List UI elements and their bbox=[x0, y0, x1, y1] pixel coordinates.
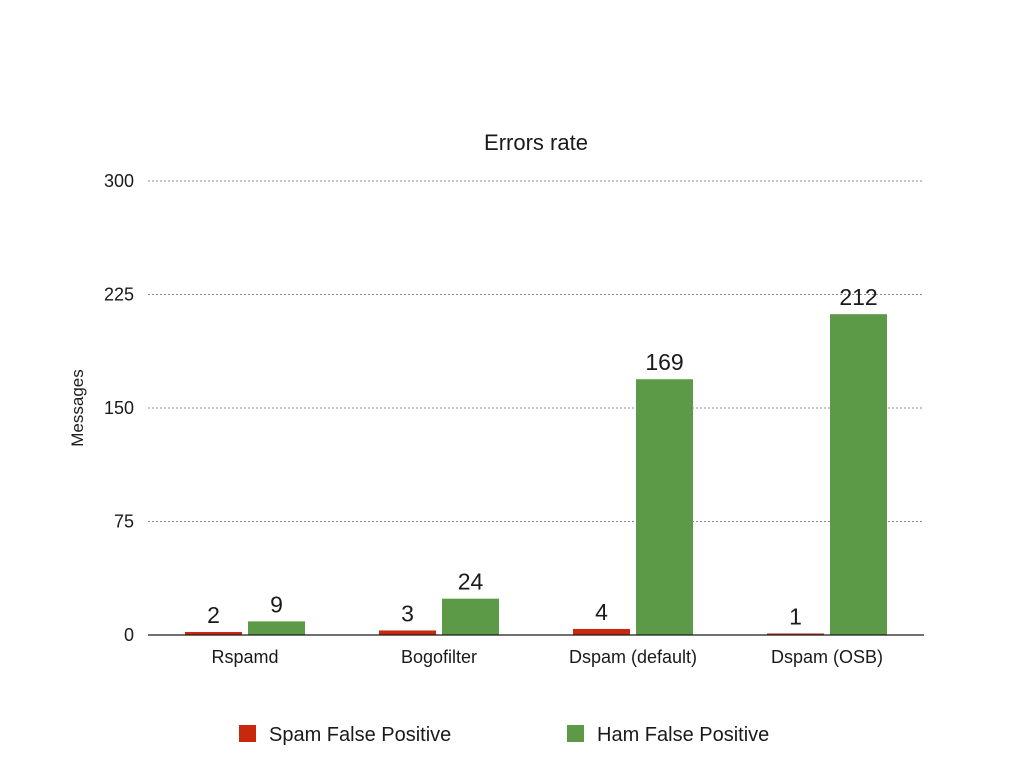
bar-spam-false-positive bbox=[185, 631, 242, 635]
bar-ham-false-positive bbox=[442, 598, 499, 635]
legend-label: Ham False Positive bbox=[597, 724, 769, 746]
legend: Spam False Positive Ham False Positive bbox=[239, 724, 769, 746]
data-label: 1 bbox=[789, 603, 802, 629]
chart-title: Errors rate bbox=[484, 130, 588, 155]
category-labels: Rspamd Bogofilter Dspam (default) Dspam (OS… bbox=[211, 647, 883, 667]
bar-spam-false-positive bbox=[767, 633, 824, 635]
x-category-label: Bogofilter bbox=[401, 647, 477, 667]
data-label: 3 bbox=[401, 600, 414, 626]
y-tick-label: 75 bbox=[114, 512, 134, 532]
y-tick-label: 300 bbox=[104, 171, 134, 191]
legend-swatch bbox=[567, 725, 584, 742]
y-tick-labels: 0 75 150 225 300 bbox=[104, 171, 134, 645]
gridlines bbox=[148, 180, 924, 522]
y-axis-label: Messages bbox=[68, 369, 87, 446]
y-tick-label: 225 bbox=[104, 285, 134, 305]
data-labels: 2 9 3 24 4 169 1 212 bbox=[207, 284, 878, 629]
x-category-label: Rspamd bbox=[211, 647, 278, 667]
data-label: 9 bbox=[270, 591, 283, 617]
bar-ham-false-positive bbox=[248, 621, 305, 635]
x-category-label: Dspam (OSB) bbox=[771, 647, 883, 667]
data-label: 169 bbox=[645, 349, 683, 375]
y-tick-label: 0 bbox=[124, 625, 134, 645]
data-label: 24 bbox=[458, 569, 484, 595]
bars bbox=[185, 314, 887, 635]
bar-ham-false-positive bbox=[636, 379, 693, 635]
bar-spam-false-positive bbox=[573, 628, 630, 635]
bar-spam-false-positive bbox=[379, 630, 436, 635]
legend-label: Spam False Positive bbox=[269, 724, 451, 746]
data-label: 212 bbox=[839, 284, 877, 310]
data-label: 2 bbox=[207, 602, 220, 628]
y-tick-label: 150 bbox=[104, 398, 134, 418]
data-label: 4 bbox=[595, 599, 608, 625]
legend-swatch bbox=[239, 725, 256, 742]
x-category-label: Dspam (default) bbox=[569, 647, 697, 667]
bar-ham-false-positive bbox=[830, 314, 887, 635]
